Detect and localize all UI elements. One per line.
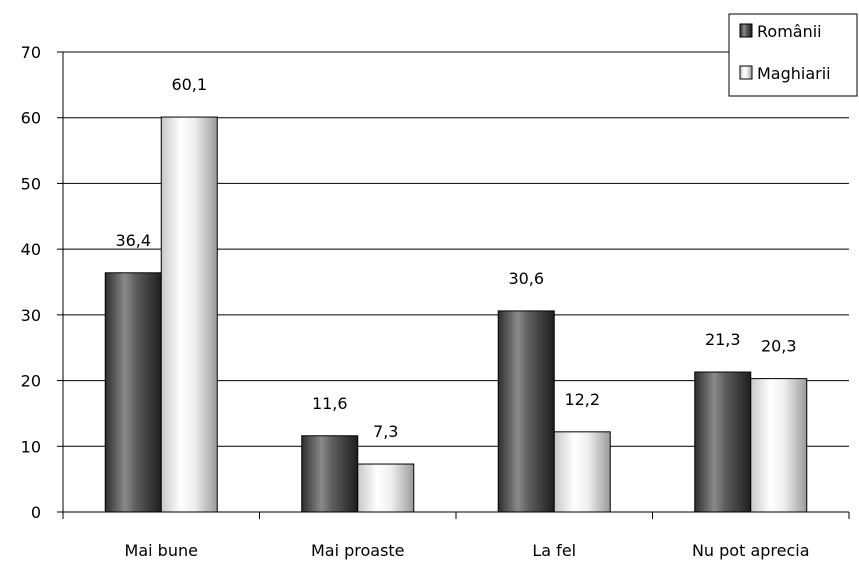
legend-label-romanii: Românii bbox=[757, 22, 822, 41]
bar-romanii bbox=[301, 435, 359, 513]
x-category-label: Mai proaste bbox=[311, 541, 405, 560]
bars bbox=[104, 116, 808, 513]
data-label: 60,1 bbox=[171, 75, 207, 94]
legend: Românii Maghiarii bbox=[728, 13, 858, 97]
data-label: 11,6 bbox=[312, 394, 348, 413]
y-tick-label: 20 bbox=[21, 372, 41, 391]
data-label: 36,4 bbox=[115, 231, 151, 250]
bar-maghiarii bbox=[750, 378, 808, 513]
y-axis: 0 10 20 30 40 50 60 70 bbox=[21, 43, 64, 522]
data-label: 20,3 bbox=[761, 337, 797, 356]
x-category-label: Mai bune bbox=[125, 541, 198, 560]
data-labels: 36,4 11,6 30,6 21,3 60,1 7,3 12,2 20,3 bbox=[115, 75, 796, 441]
data-label: 7,3 bbox=[373, 422, 398, 441]
bar-romanii bbox=[497, 310, 555, 513]
y-tick-label: 30 bbox=[21, 306, 41, 325]
data-label: 21,3 bbox=[705, 330, 741, 349]
y-tick-label: 70 bbox=[21, 43, 41, 62]
data-label: 30,6 bbox=[508, 269, 544, 288]
x-category-label: La fel bbox=[532, 541, 576, 560]
bar-romanii bbox=[104, 272, 162, 513]
legend-swatch-romanii bbox=[739, 23, 753, 38]
y-tick-label: 60 bbox=[21, 109, 41, 128]
legend-label-maghiarii: Maghiarii bbox=[757, 64, 831, 83]
y-tick-label: 10 bbox=[21, 437, 41, 456]
bar-romanii bbox=[694, 371, 752, 513]
y-tick-label: 50 bbox=[21, 174, 41, 193]
legend-swatch-maghiarii bbox=[739, 65, 753, 80]
x-category-label: Nu pot aprecia bbox=[692, 541, 810, 560]
x-axis: Mai bune Mai proaste La fel Nu pot aprecia bbox=[62, 511, 850, 560]
y-tick-label: 0 bbox=[31, 503, 41, 522]
bar-maghiarii bbox=[553, 431, 611, 513]
bar-maghiarii bbox=[160, 116, 218, 513]
y-tick-label: 40 bbox=[21, 240, 41, 259]
bar-maghiarii bbox=[357, 463, 415, 513]
data-label: 12,2 bbox=[564, 390, 600, 409]
